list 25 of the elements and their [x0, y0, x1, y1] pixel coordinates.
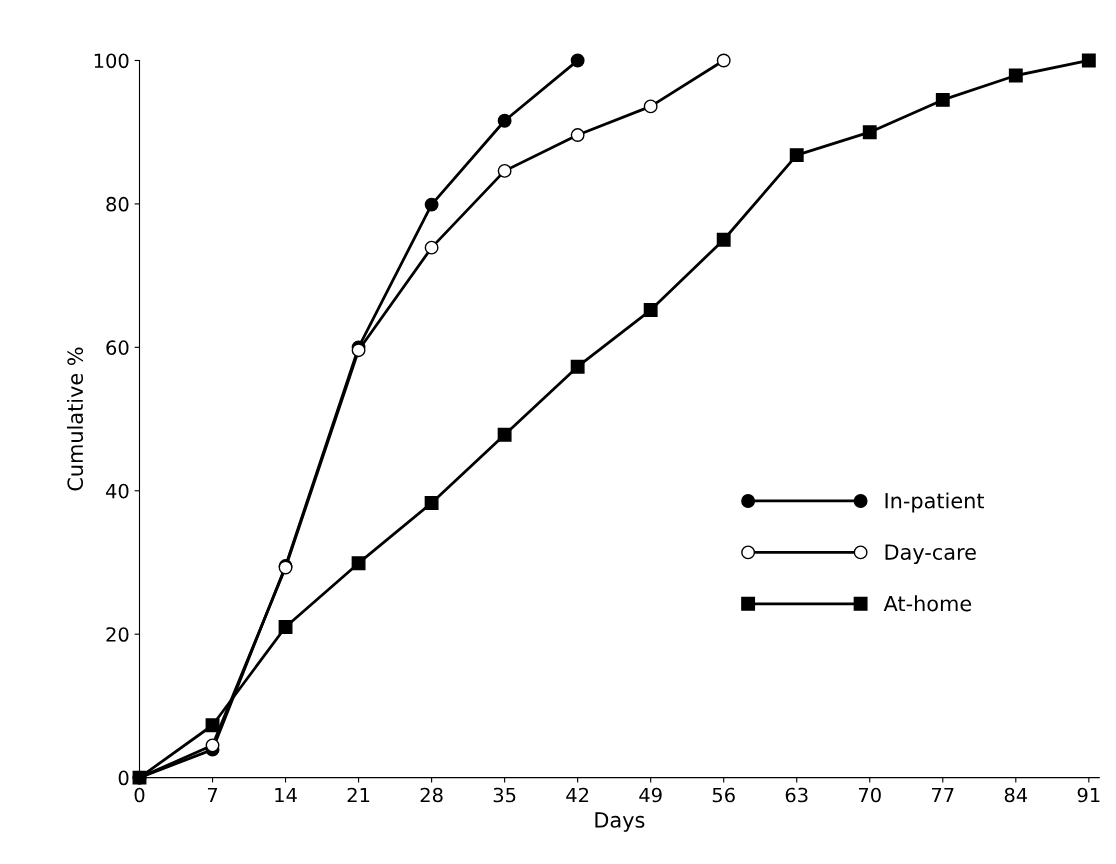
x-tick-label: 42	[566, 787, 589, 803]
x-tick-label: 7	[207, 787, 218, 803]
y-tick-label: 100	[94, 53, 129, 69]
x-tick-label: 77	[932, 787, 954, 803]
y-tick-label: 40	[105, 483, 129, 499]
x-tick-label: 84	[1004, 787, 1028, 803]
x-tick-label: 28	[420, 787, 443, 803]
x-tick-label: 14	[275, 787, 297, 803]
x-tick-label: 35	[493, 787, 516, 803]
x-tick-label: 56	[712, 787, 735, 803]
x-tick-label: 21	[347, 787, 370, 803]
legend-label: In-patient	[885, 492, 985, 513]
x-tick-label: 91	[1077, 787, 1100, 803]
x-tick-label: 63	[785, 787, 808, 803]
y-tick-label: 60	[106, 340, 129, 355]
legend-label: Day-care	[885, 544, 976, 565]
y-tick-label: 80	[106, 196, 129, 212]
y-tick-label: 0	[118, 770, 129, 786]
legend-label: At-home	[883, 595, 972, 612]
x-tick-label: 70	[858, 787, 881, 803]
y-tick-label: 20	[106, 627, 129, 642]
y-axis-title: Cumulative %	[66, 347, 84, 491]
x-tick-label: 49	[639, 787, 662, 803]
x-tick-label: 0	[134, 787, 145, 803]
x-axis-title: Days	[595, 812, 645, 832]
